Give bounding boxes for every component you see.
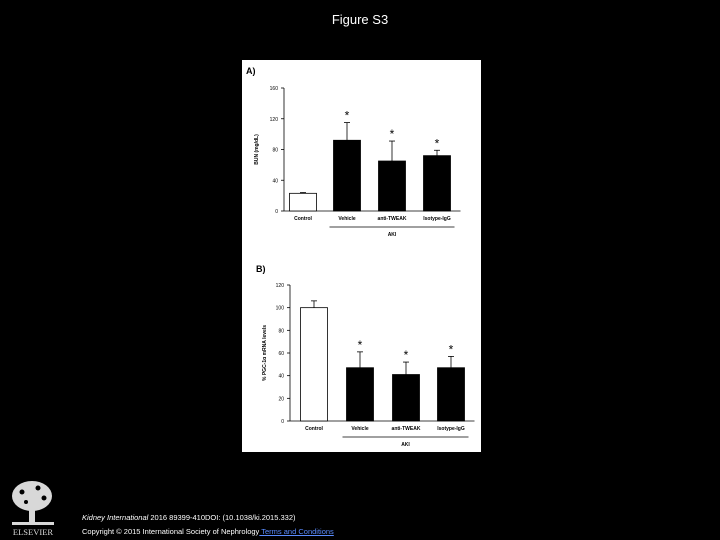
citation-line: Kidney International 2016 89399-410DOI: …	[82, 513, 296, 522]
panel-label: A)	[246, 66, 256, 76]
publisher-wordmark: ELSEVIER	[13, 527, 53, 537]
y-tick-label: 40	[278, 374, 284, 380]
bar	[333, 139, 361, 212]
copyright-line: Copyright © 2015 International Society o…	[82, 527, 334, 536]
y-tick-label: 40	[272, 178, 278, 184]
y-tick-label: 80	[272, 148, 278, 154]
category-label: Control	[294, 216, 312, 222]
significance-marker: *	[435, 136, 440, 150]
panel-label: B)	[256, 264, 266, 274]
y-axis-label: BUN (mg/dL)	[254, 134, 260, 165]
group-label: AKI	[401, 442, 410, 448]
y-tick-label: 100	[276, 306, 285, 312]
category-label: anti-TWEAK	[392, 426, 421, 432]
slide-title: Figure S3	[331, 12, 389, 27]
y-tick-label: 120	[270, 117, 279, 123]
significance-marker: *	[345, 109, 350, 123]
bar-charts-svg: A) 0 40 80 120 160 BUN (mg/dL) Control * Vehicle *…	[246, 66, 475, 448]
category-label: Control	[305, 426, 323, 432]
category-label: Vehicle	[338, 216, 355, 222]
bar	[392, 374, 420, 422]
significance-marker: *	[390, 127, 395, 141]
category-label: Isotype-IgG	[423, 216, 451, 222]
group-label: AKI	[388, 232, 397, 238]
category-label: anti-TWEAK	[378, 216, 407, 222]
citation-text: 2016 89399-410DOI: (10.1038/ki.2015.332)	[148, 513, 296, 522]
bar	[346, 367, 374, 422]
bar	[289, 192, 317, 212]
significance-marker: *	[449, 342, 454, 356]
copyright-text: Copyright © 2015 International Society o…	[82, 527, 260, 536]
y-tick-label: 0	[275, 209, 278, 215]
y-tick-label: 160	[270, 86, 279, 92]
y-tick-label: 20	[278, 396, 284, 402]
y-tick-label: 0	[281, 419, 284, 425]
significance-marker: *	[404, 348, 409, 362]
bar	[378, 160, 406, 212]
y-axis-label: % PGC-1α mRNA levels	[262, 325, 268, 381]
journal-name: Kidney International	[82, 513, 149, 522]
bar	[437, 367, 465, 422]
bar	[423, 155, 451, 212]
terms-and-conditions-link[interactable]: Terms and Conditions	[259, 527, 334, 536]
figure-panel: A) 0 40 80 120 160 BUN (mg/dL) Control * Vehicle *…	[242, 60, 481, 452]
y-tick-label: 80	[278, 328, 284, 334]
y-tick-label: 60	[278, 351, 284, 357]
significance-marker: *	[358, 338, 363, 352]
bar	[300, 307, 328, 422]
y-tick-label: 120	[276, 283, 285, 289]
elsevier-tree-logo: ELSEVIER	[4, 478, 62, 538]
category-label: Isotype-IgG	[437, 426, 465, 432]
category-label: Vehicle	[351, 426, 368, 432]
